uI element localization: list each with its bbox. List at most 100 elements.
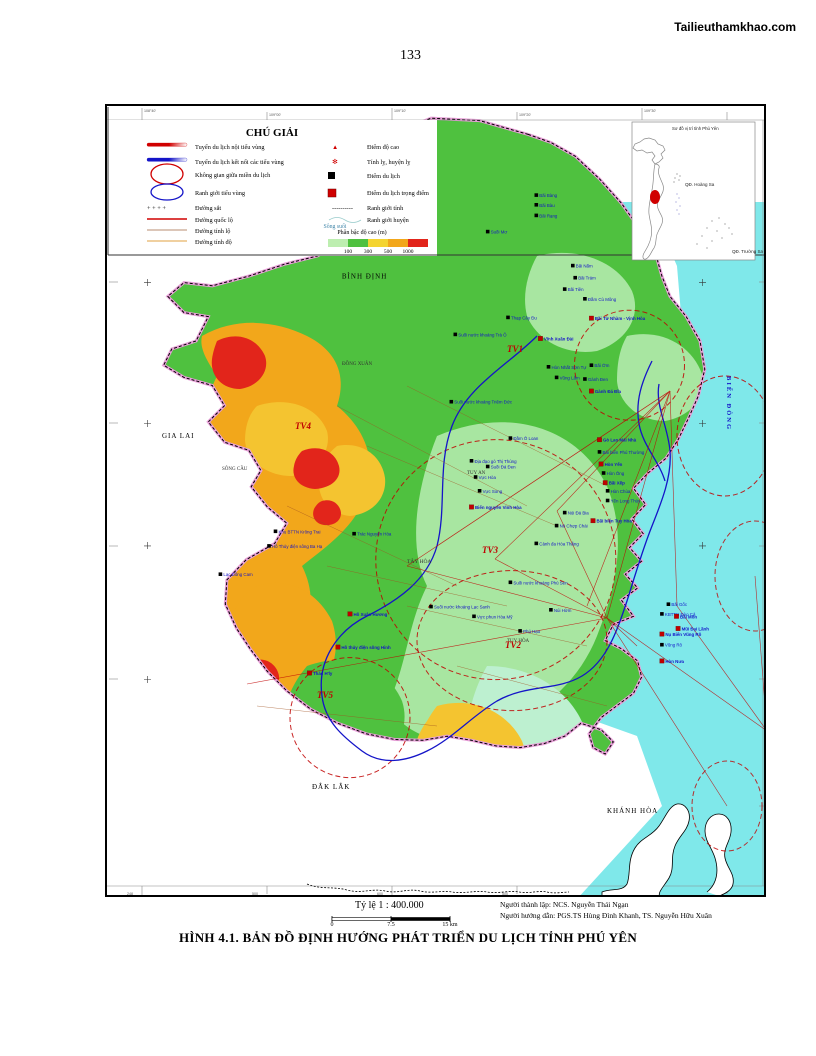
svg-text:Suối nước khoáng Lạc Sanh: Suối nước khoáng Lạc Sanh — [434, 605, 490, 610]
svg-text:Suối nước khoáng Trà Ô: Suối nước khoáng Trà Ô — [458, 332, 507, 337]
svg-text:Ranh giới huyện: Ranh giới huyện — [367, 217, 410, 224]
svg-text:109°30': 109°30' — [644, 109, 656, 113]
svg-text:Bãi Xếp: Bãi Xếp — [609, 481, 625, 486]
svg-text:Hòn Chùa: Hòn Chùa — [611, 489, 631, 494]
svg-text:----------: ---------- — [332, 205, 353, 212]
svg-text:QĐ. Hoàng Sa: QĐ. Hoàng Sa — [685, 182, 715, 187]
svg-text:▲: ▲ — [332, 144, 338, 151]
svg-text:GIA LAI: GIA LAI — [162, 432, 194, 440]
svg-text:Mũi Đại Lãnh: Mũi Đại Lãnh — [682, 627, 710, 632]
svg-text:BIỂN ĐÔNG: BIỂN ĐÔNG — [725, 376, 733, 431]
svg-text:Bãi biển Tuy Hòa: Bãi biển Tuy Hòa — [597, 519, 633, 524]
svg-text:Hồ Xuân Hương: Hồ Xuân Hương — [354, 612, 388, 617]
svg-text:Hòn Nưa: Hòn Nưa — [665, 659, 684, 664]
svg-text:BÌNH ĐỊNH: BÌNH ĐỊNH — [342, 273, 387, 281]
svg-text:1460: 1460 — [765, 418, 766, 422]
svg-text:TV5: TV5 — [317, 690, 334, 700]
svg-text:Bãi Bàng: Bãi Bàng — [539, 193, 557, 198]
svg-text:Gành Đá Đĩa: Gành Đá Đĩa — [595, 389, 622, 394]
svg-text:Sông suối: Sông suối — [323, 223, 346, 230]
svg-text:Nỏ Chợp Chài: Nỏ Chợp Chài — [560, 524, 588, 529]
svg-text:Bãi Rạng: Bãi Rạng — [539, 213, 558, 218]
svg-text:Địa đạo gò Thị Thùng: Địa đạo gò Thị Thùng — [475, 459, 518, 464]
svg-text:Điểm du lịch trọng điểm: Điểm du lịch trọng điểm — [367, 190, 429, 197]
svg-text:1000: 1000 — [403, 249, 414, 255]
svg-text:Hồ thủy điện sông Hinh: Hồ thủy điện sông Hinh — [341, 645, 391, 650]
svg-text:Bãi Tiên: Bãi Tiên — [568, 287, 584, 292]
svg-text:Hồ Thủy điện sông Ba Hạ: Hồ Thủy điện sông Ba Hạ — [272, 544, 323, 549]
svg-text:Suối Mơ: Suối Mơ — [491, 230, 508, 235]
svg-text:Đường sắt: Đường sắt — [195, 205, 221, 212]
svg-text:Hòn Nhất Sơn Tự: Hòn Nhất Sơn Tự — [552, 365, 587, 370]
svg-text:Đường tỉnh lộ: Đường tỉnh lộ — [195, 228, 230, 235]
svg-text:Điểm độ cao: Điểm độ cao — [367, 144, 399, 151]
svg-text:TV3: TV3 — [482, 545, 499, 555]
svg-text:✻: ✻ — [332, 158, 338, 166]
svg-text:Phú Hạo: Phú Hạo — [523, 629, 541, 634]
svg-text:Lạc Đồng Cam: Lạc Đồng Cam — [223, 572, 253, 577]
svg-text:Bãi Trám: Bãi Trám — [578, 276, 596, 281]
svg-text:Trác Nguyên Hòa: Trác Nguyên Hòa — [357, 532, 392, 537]
svg-text:Cảnh đa Hòa Thắng: Cảnh đa Hòa Thắng — [539, 541, 579, 546]
svg-text:Tuyến du lịch kết nối các tiểu: Tuyến du lịch kết nối các tiểu vùng — [195, 159, 285, 166]
svg-text:TV4: TV4 — [295, 421, 312, 431]
svg-text:Gò Lao Mái Nhà: Gò Lao Mái Nhà — [603, 438, 637, 443]
svg-text:Bãi Nấm: Bãi Nấm — [576, 264, 593, 269]
svg-text:TV1: TV1 — [507, 344, 523, 354]
svg-text:Vực phun Hòa Mỹ: Vực phun Hòa Mỹ — [477, 614, 513, 619]
svg-text:Vũng Rô: Vũng Rô — [665, 643, 683, 648]
svg-text:Bãi Gốc: Bãi Gốc — [671, 602, 687, 607]
svg-text:Vực Song: Vực Song — [483, 489, 503, 494]
svg-text:Vực Hòa: Vực Hòa — [479, 475, 497, 480]
svg-text:500: 500 — [252, 892, 258, 896]
svg-text:7.5: 7.5 — [387, 922, 395, 926]
svg-text:Suối Đá Đen: Suối Đá Đen — [491, 465, 516, 470]
svg-text:TV2: TV2 — [505, 640, 522, 650]
svg-text:300: 300 — [364, 249, 373, 255]
svg-text:109°00': 109°00' — [269, 113, 281, 117]
svg-text:Thạp Cây Đu: Thạp Cây Đu — [511, 315, 537, 320]
svg-text:248: 248 — [127, 892, 133, 896]
svg-text:109°20': 109°20' — [519, 113, 531, 117]
svg-text:500: 500 — [502, 892, 508, 896]
svg-text:Suối nước khoáng Phú Sen: Suối nước khoáng Phú Sen — [513, 580, 568, 585]
svg-text:1420: 1420 — [765, 674, 766, 678]
svg-text:Đầm Ô Loan: Đầm Ô Loan — [513, 436, 538, 441]
svg-text:500: 500 — [384, 249, 393, 255]
svg-text:15 km: 15 km — [442, 922, 458, 926]
svg-text:Hòn Yến: Hòn Yến — [605, 462, 623, 467]
svg-text:+ + + +: + + + + — [147, 205, 166, 212]
svg-text:Không gian giữa miền du lịch: Không gian giữa miền du lịch — [195, 172, 271, 179]
svg-text:Ranh giới tỉnh: Ranh giới tỉnh — [367, 205, 404, 212]
svg-text:0: 0 — [331, 922, 334, 926]
svg-text:1440: 1440 — [765, 541, 766, 545]
svg-text:Sơ đồ vị trí tỉnh Phú Yên: Sơ đồ vị trí tỉnh Phú Yên — [672, 126, 719, 131]
svg-text:Vũng Lắm: Vũng Lắm — [560, 375, 580, 380]
svg-text:100: 100 — [344, 249, 353, 255]
svg-text:Vĩnh Xuân Đài: Vĩnh Xuân Đài — [544, 337, 574, 342]
svg-text:Biển nguyên Vinh Hòa: Biển nguyên Vinh Hòa — [475, 505, 522, 510]
svg-text:QĐ. Trường Sa: QĐ. Trường Sa — [732, 249, 763, 254]
svg-text:TÂY HÒA: TÂY HÒA — [407, 557, 431, 565]
svg-text:Bãi biển Phú Thường: Bãi biển Phú Thường — [603, 450, 645, 455]
svg-text:Yến Long Thủy: Yến Long Thủy — [611, 499, 642, 504]
svg-text:Núi Hờm: Núi Hờm — [554, 608, 572, 613]
svg-text:Phân bậc độ cao (m): Phân bậc độ cao (m) — [337, 229, 386, 236]
svg-text:SÔNG CẦU: SÔNG CẦU — [222, 466, 248, 472]
svg-text:108°40': 108°40' — [144, 109, 156, 113]
svg-text:Đường tỉnh độ: Đường tỉnh độ — [195, 239, 232, 246]
svg-text:ĐỒNG XUÂN: ĐỒNG XUÂN — [342, 361, 373, 367]
svg-text:Bãi Từ Nhàm - Vịnh Hòa: Bãi Từ Nhàm - Vịnh Hòa — [595, 316, 646, 321]
svg-text:Bãi Môn: Bãi Môn — [680, 614, 697, 619]
svg-text:Hòn Ông: Hòn Ông — [607, 471, 625, 476]
svg-text:Suối nước khoáng Triêm Đức: Suối nước khoáng Triêm Đức — [454, 400, 513, 405]
svg-text:1480: 1480 — [765, 277, 766, 281]
svg-text:CHÚ GIẢI: CHÚ GIẢI — [246, 127, 298, 139]
svg-text:Núi Đá Bia: Núi Đá Bia — [568, 511, 590, 516]
svg-text:Gành Đen: Gành Đen — [588, 377, 609, 382]
svg-text:Tỉnh lỵ, huyện lỵ: Tỉnh lỵ, huyện lỵ — [367, 159, 411, 166]
svg-text:Bãi Bàu: Bãi Bàu — [539, 203, 555, 208]
svg-text:Đầm Cù Mông: Đầm Cù Mông — [588, 297, 617, 302]
svg-text:ĐẮK LẮK: ĐẮK LẮK — [312, 783, 350, 791]
svg-text:KHÁNH HÒA: KHÁNH HÒA — [607, 807, 658, 815]
